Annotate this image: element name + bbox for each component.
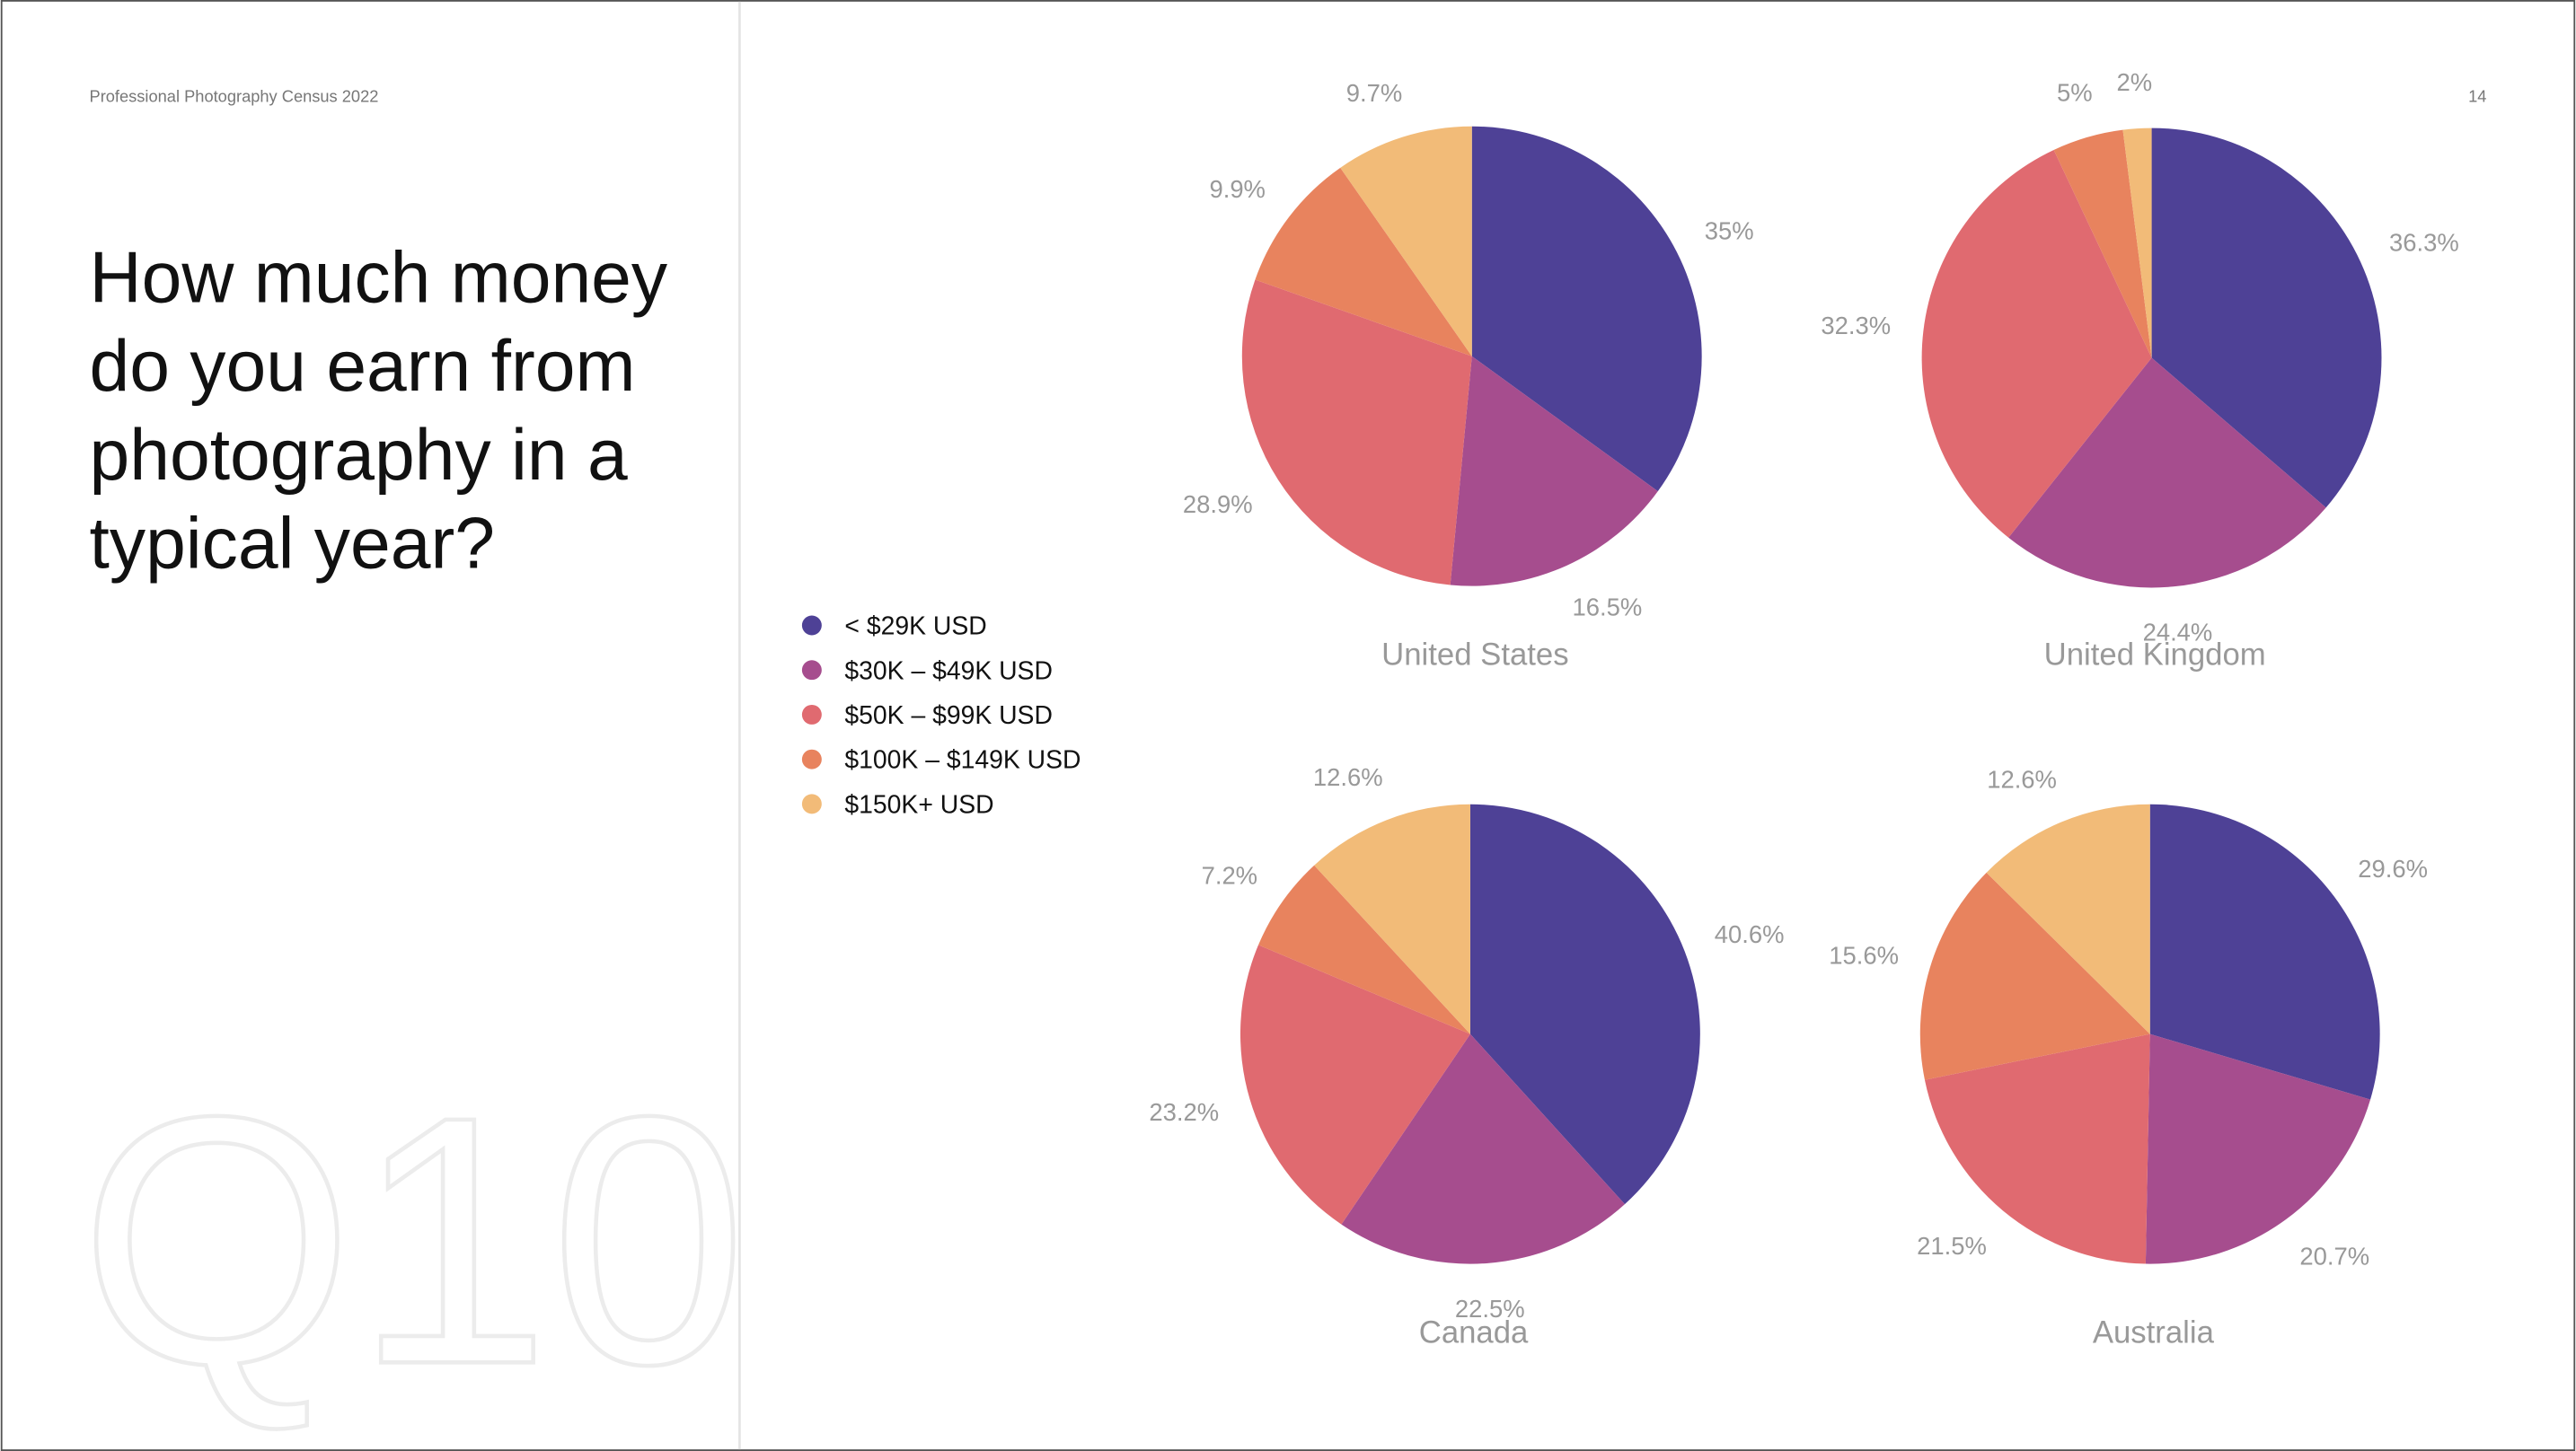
data-label: 35%: [1705, 216, 1754, 244]
data-label: 9.9%: [1209, 175, 1265, 203]
legend-label: < $29K USD: [844, 612, 986, 641]
legend-label: $100K – $149K USD: [844, 746, 1081, 775]
pie-slice: [1471, 126, 1702, 492]
pie-slice: [2145, 1033, 2371, 1264]
question-line: do you earn from: [90, 326, 636, 407]
pie-slice: [2151, 128, 2382, 508]
pie-slice: [1986, 804, 2150, 1034]
charts: 35% 16.5% 28.9% 9.9% 9.7% United States 36.3% 2…: [1149, 68, 2458, 1350]
chart-title: Australia: [2093, 1315, 2215, 1350]
pie-slice: [1258, 865, 1470, 1034]
pie-slice: [2053, 129, 2152, 358]
legend-swatch: [801, 615, 822, 636]
pie-slice: [1450, 356, 1658, 586]
data-label: 40.6%: [1715, 920, 1785, 948]
legend: < $29K USD $30K – $49K USD $50K – $99K USD…: [801, 612, 1081, 819]
data-label: 28.9%: [1183, 490, 1253, 518]
question-line: photography in a: [90, 415, 628, 496]
pie-slice: [1469, 804, 1700, 1205]
data-label: 16.5%: [1572, 594, 1642, 621]
data-label: 2%: [2116, 68, 2152, 96]
pie-slice: [1340, 126, 1472, 356]
legend-label: $150K+ USD: [844, 790, 993, 819]
legend-swatch: [801, 749, 822, 769]
pie-chart: 29.6% 20.7% 21.5% 15.6% 12.6% Australia: [1829, 765, 2428, 1350]
pie-slice: [2008, 357, 2326, 588]
data-label: 36.3%: [2389, 229, 2459, 257]
pie-slice: [1239, 945, 1470, 1225]
data-label: 9.7%: [1346, 79, 1402, 107]
pie-chart: 35% 16.5% 28.9% 9.9% 9.7% United States: [1183, 79, 1754, 672]
pie-slice: [1924, 1033, 2150, 1264]
question-line: How much money: [90, 237, 668, 318]
data-label: 22.5%: [1455, 1295, 1525, 1323]
data-label: 12.6%: [1313, 763, 1383, 791]
pie-slice: [1255, 167, 1472, 356]
legend-swatch: [801, 704, 822, 725]
chart-title: United States: [1381, 638, 1568, 672]
data-label: 5%: [2057, 79, 2093, 107]
pie-slice: [1921, 149, 2152, 538]
data-label: 29.6%: [2358, 855, 2428, 883]
data-label: 7.2%: [1202, 862, 1257, 890]
watermark: Q10: [80, 1043, 747, 1438]
legend-swatch: [801, 794, 822, 814]
chart-title: Canada: [1419, 1315, 1529, 1350]
page-number: 14: [2468, 86, 2486, 105]
pie-slice: [1241, 279, 1472, 585]
pie-slice: [2122, 128, 2152, 358]
data-label: 12.6%: [1987, 765, 2057, 793]
data-label: 32.3%: [1821, 312, 1891, 339]
data-label: 24.4%: [2143, 618, 2213, 646]
data-label: 23.2%: [1149, 1098, 1219, 1126]
legend-swatch: [801, 660, 822, 681]
pie-slice: [2149, 804, 2380, 1100]
legend-label: $30K – $49K USD: [844, 656, 1052, 685]
pie-chart: 40.6% 22.5% 23.2% 7.2% 12.6% Canada: [1149, 763, 1784, 1350]
data-label: 20.7%: [2299, 1243, 2369, 1271]
data-label: 15.6%: [1829, 941, 1899, 969]
pie-chart: 36.3% 24.4% 32.3% 5% 2% United Kingdom: [1821, 68, 2458, 672]
pie-slice: [1341, 1033, 1625, 1264]
data-label: 21.5%: [1917, 1232, 1987, 1260]
legend-label: $50K – $99K USD: [844, 701, 1052, 730]
question-line: typical year?: [90, 504, 495, 585]
pie-slice: [1919, 872, 2150, 1080]
header: Professional Photography Census 2022: [90, 86, 379, 105]
pie-slice: [1314, 804, 1470, 1034]
chart-title: United Kingdom: [2044, 638, 2266, 672]
